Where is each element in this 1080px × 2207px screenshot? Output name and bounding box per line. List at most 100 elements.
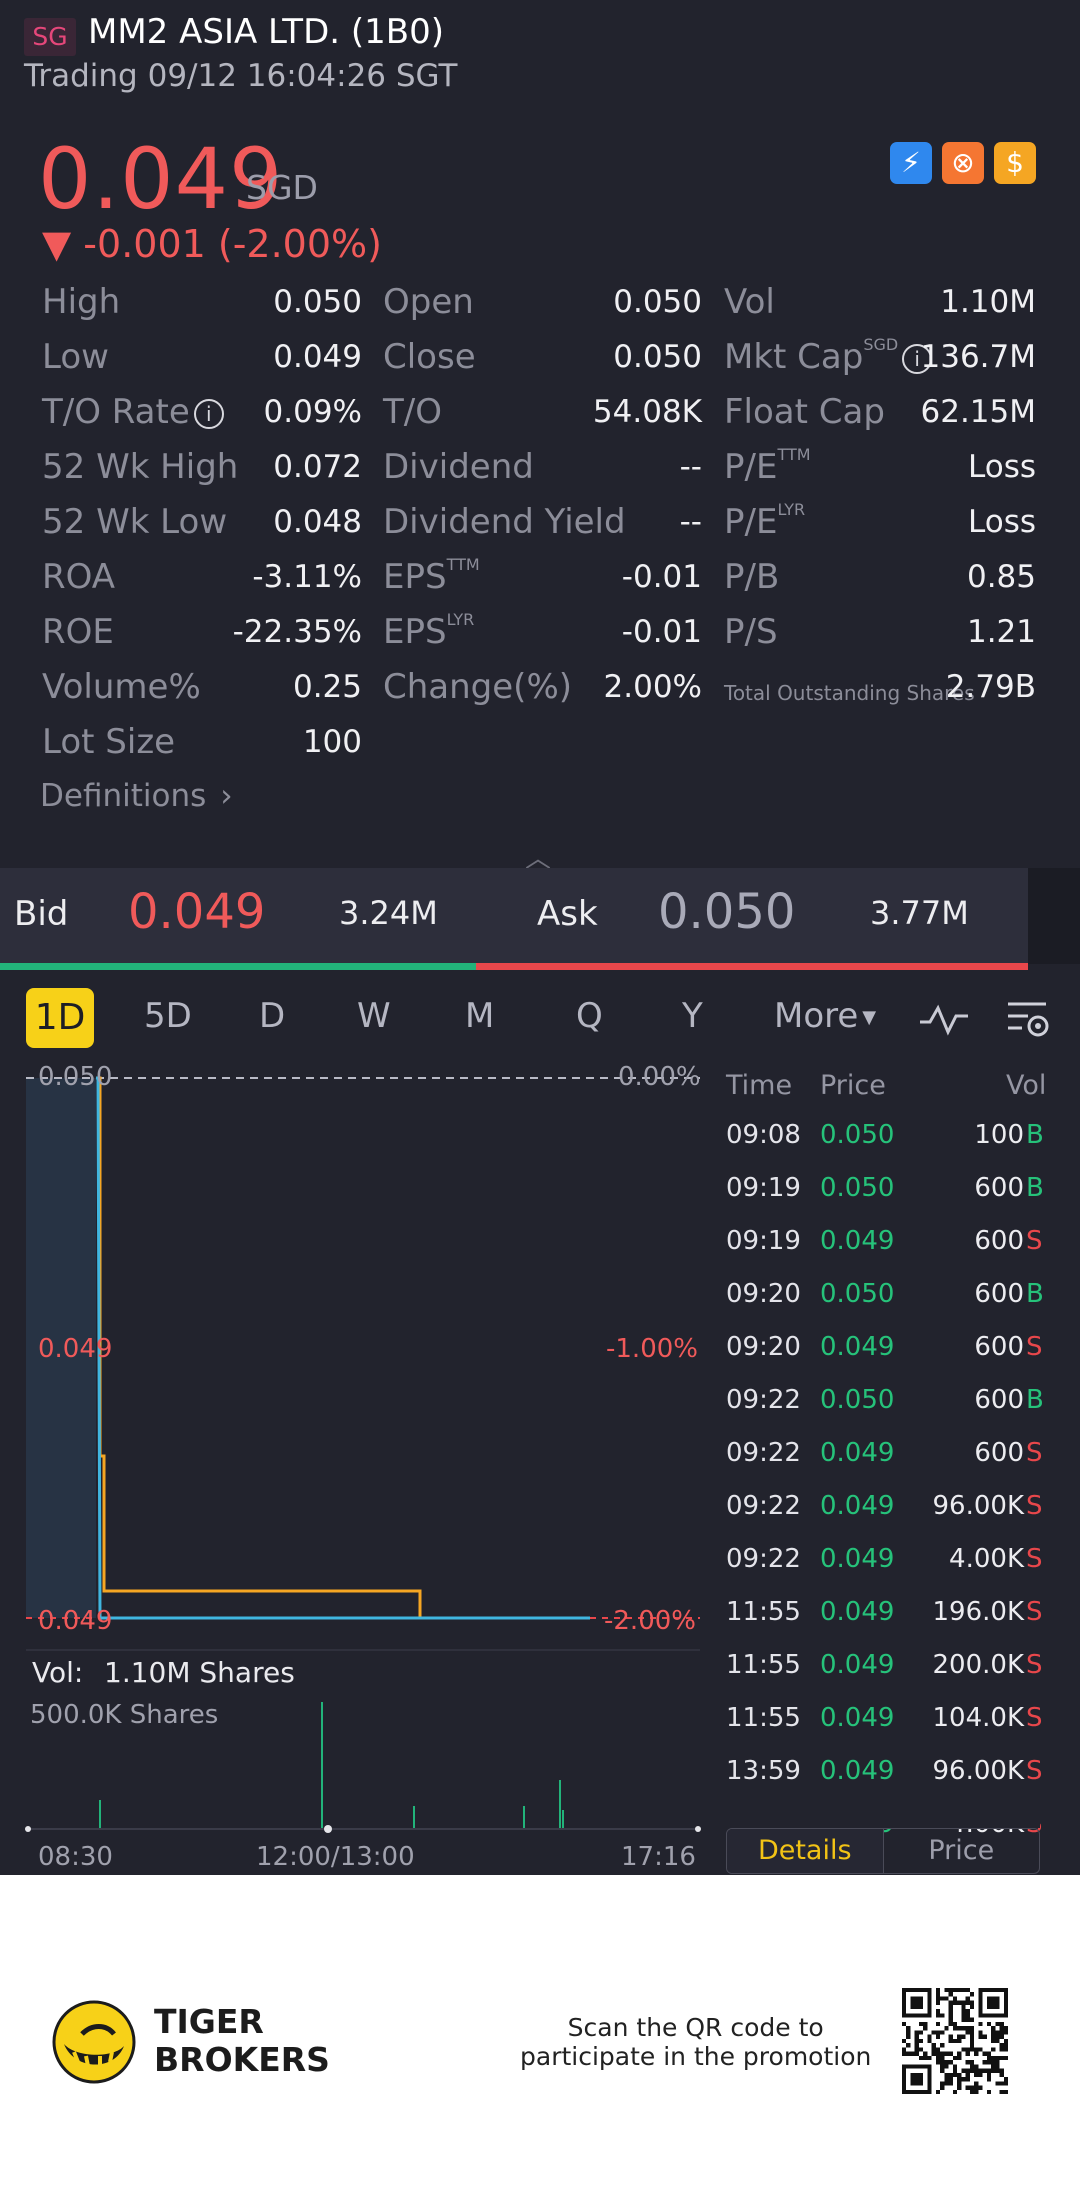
ask-label: Ask [537,894,598,934]
definitions-label: Definitions [40,778,207,814]
brand-line-2: BROKERS [154,2040,330,2079]
link-badge-icon[interactable]: ⊗ [942,142,984,184]
chart-settings-icon[interactable] [1006,998,1052,1040]
tab-w[interactable]: W [357,996,391,1036]
trades-header-price: Price [820,1070,886,1101]
stat-label: Close [383,337,476,377]
stat-value: Loss [968,449,1036,485]
trade-price: 0.049 [820,1491,895,1521]
chart-area-fill [26,1078,96,1618]
indicator-wave-icon[interactable] [918,1000,970,1038]
stat-label: Open [383,282,474,322]
price-axis-top: 0.050 [38,1062,113,1092]
tiger-brokers-logo [52,2000,136,2084]
qr-code[interactable] [902,1988,1008,2094]
info-icon[interactable]: i [902,343,933,374]
tab-m[interactable]: M [465,996,495,1036]
trade-side: B [1026,1173,1044,1203]
stat-label: P/ETTM [724,445,811,487]
stat-value: 0.049 [273,339,362,375]
brand-line-1: TIGER [154,2002,264,2041]
tab-d[interactable]: D [259,996,286,1036]
price-axis-bottom: 0.049 [38,1606,113,1636]
trading-status: Trading 09/12 16:04:26 SGT [24,58,458,94]
trade-volume: 96.00K [932,1756,1024,1786]
stat-label: Volume% [42,667,201,707]
stat-value: -22.35% [232,614,362,650]
trade-time: 13:59 [726,1756,801,1786]
trade-price: 0.049 [820,1756,895,1786]
trade-volume: 104.0K [932,1703,1024,1733]
stat-label: P/S [724,612,778,652]
stat-label: 52 Wk High [42,447,239,487]
trade-time: 11:55 [726,1703,801,1733]
intraday-chart[interactable] [0,1050,710,1890]
volume-value: 1.10M Shares [104,1656,295,1689]
dollar-badge-icon[interactable]: $ [994,142,1036,184]
time-axis-mid: 12:00/13:00 [256,1842,415,1872]
tab-q[interactable]: Q [576,996,603,1036]
trades-header-vol: Vol [1006,1070,1047,1101]
trade-volume: 600 [974,1385,1024,1415]
promo-line-1: Scan the QR code to [567,2013,824,2042]
ask-size: 3.77M [870,894,969,932]
stat-value: 0.050 [613,284,702,320]
tab-5d[interactable]: 5D [144,996,192,1036]
stat-label: 52 Wk Low [42,502,228,542]
definitions-link[interactable]: Definitions › [40,778,233,814]
stat-value: 1.10M [940,284,1036,320]
pct-axis-top: 0.00% [618,1062,701,1092]
bid-price: 0.049 [128,884,266,940]
trade-time: 09:19 [726,1173,801,1203]
trade-time: 09:22 [726,1385,801,1415]
trades-segmented-control: Details Price [726,1828,1040,1874]
caret-down-icon: ▼ [862,1007,877,1028]
trade-volume: 600 [974,1173,1024,1203]
price-axis-mid: 0.049 [38,1334,113,1364]
tab-more[interactable]: More ▼ [774,996,876,1036]
stock-title: MM2 ASIA LTD. (1B0) [88,12,444,52]
avg-price-line [96,1076,590,1620]
trade-side: S [1026,1756,1043,1786]
stat-value: -3.11% [252,559,362,595]
stat-label: Change(%) [383,667,573,707]
details-tab[interactable]: Details [727,1829,884,1873]
trade-side: S [1026,1491,1043,1521]
trade-price: 0.049 [820,1438,895,1468]
trade-time: 09:20 [726,1279,801,1309]
trade-side: B [1026,1120,1044,1150]
trades-header-time: Time [726,1070,793,1101]
tab-1d[interactable]: 1D [26,988,94,1048]
trade-price: 0.050 [820,1120,895,1150]
trade-time: 09:22 [726,1491,801,1521]
stat-value: 136.7M [920,339,1037,375]
stat-label: Float Cap [724,392,885,432]
trade-time: 09:20 [726,1332,801,1362]
trade-time: 11:55 [726,1650,801,1680]
trade-time: 09:19 [726,1226,801,1256]
volume-axis-label: 500.0K Shares [30,1700,219,1730]
stat-label: Lot Size [42,722,176,762]
stat-value: 54.08K [592,394,702,430]
trade-side: B [1026,1279,1044,1309]
stat-value: 0.09% [263,394,362,430]
trade-time: 11:55 [726,1597,801,1627]
lightning-badge-icon[interactable]: ⚡ [890,142,932,184]
chart-series [96,1076,590,1620]
trade-side: S [1026,1544,1043,1574]
trade-volume: 600 [974,1438,1024,1468]
trade-price: 0.050 [820,1385,895,1415]
ask-volume-bar [476,963,1028,970]
bid-label: Bid [14,894,69,934]
trade-side: S [1026,1226,1043,1256]
price-change: ▼ -0.001 (-2.00%) [42,222,382,266]
tab-y[interactable]: Y [682,996,703,1036]
stat-value: 0.050 [613,339,702,375]
trades-scroll-edge [720,1800,1040,1828]
trade-time: 09:22 [726,1438,801,1468]
stat-label: ROA [42,557,116,597]
price-tab[interactable]: Price [928,1835,995,1866]
time-axis-start: 08:30 [38,1842,113,1872]
info-icon[interactable]: i [193,398,224,429]
currency-label: SGD [246,168,318,207]
